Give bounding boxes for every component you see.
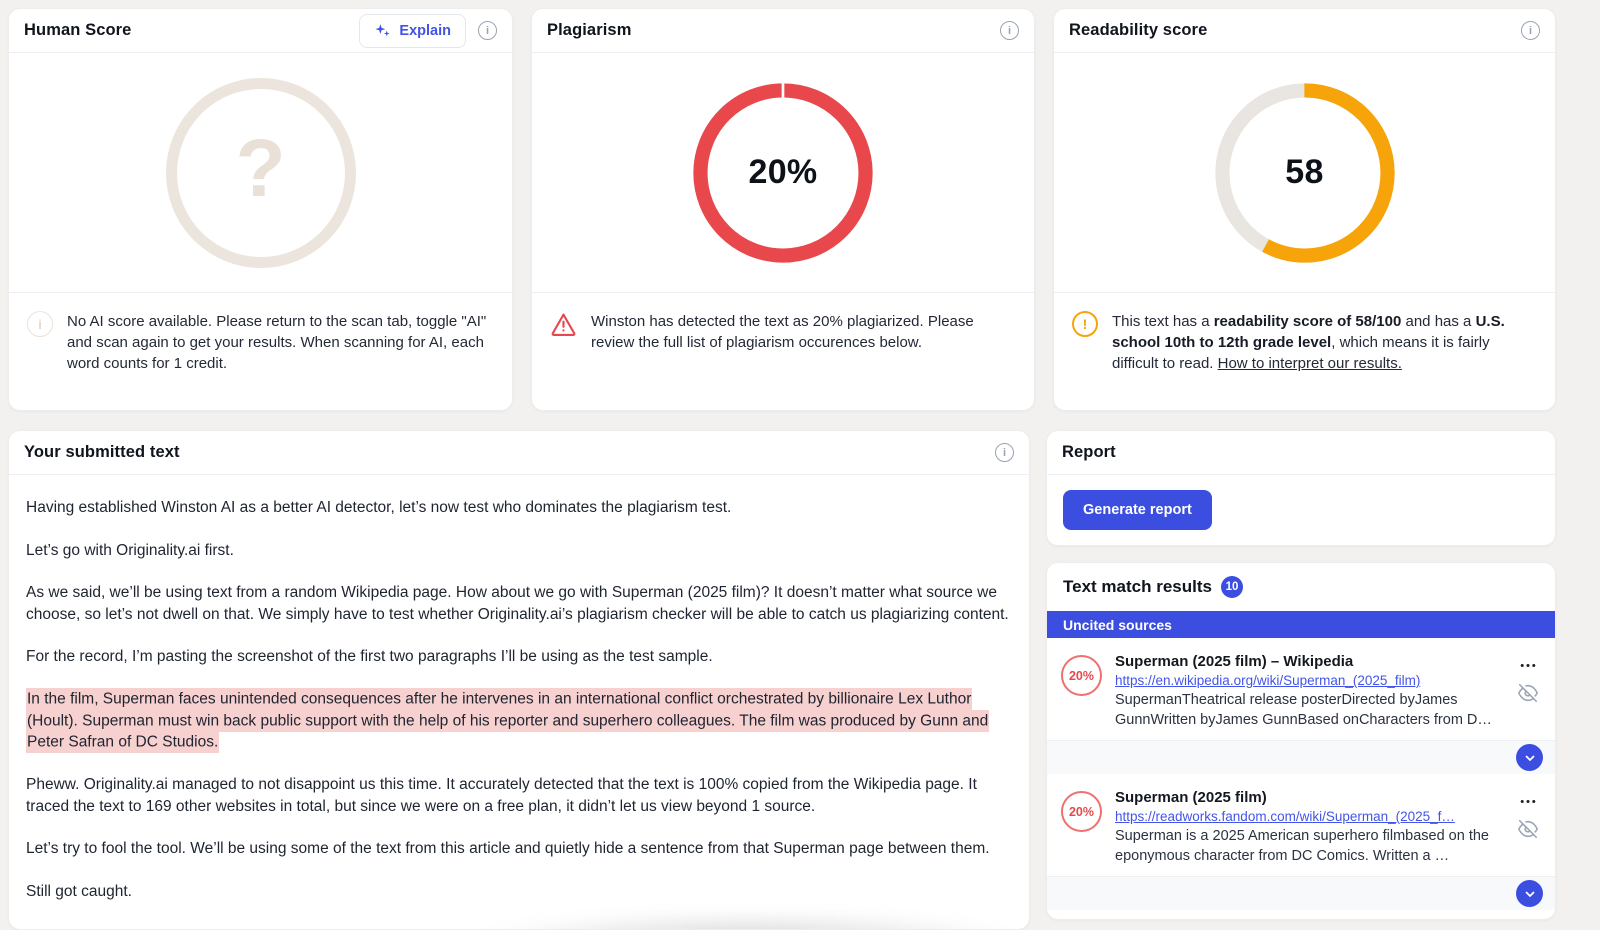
source-title: Superman (2025 film) – Wikipedia bbox=[1115, 653, 1354, 670]
human-score-card: Human Score Explain i ? i No AI score av… bbox=[8, 8, 513, 411]
generate-report-button[interactable]: Generate report bbox=[1063, 490, 1212, 530]
explain-button-label: Explain bbox=[399, 22, 451, 39]
ellipsis-icon[interactable] bbox=[1520, 791, 1536, 809]
submitted-paragraphs: Having established Winston AI as a bette… bbox=[9, 475, 1029, 902]
plagiarism-note: Winston has detected the text as 20% pla… bbox=[591, 313, 974, 351]
match-count-badge: 10 bbox=[1220, 576, 1243, 598]
match-percent-badge: 20% bbox=[1061, 791, 1102, 832]
submitted-text-card: Your submitted text i Having established… bbox=[8, 430, 1030, 930]
submitted-paragraph: Pheww. Originality.ai managed to not dis… bbox=[26, 776, 977, 815]
expand-source-button[interactable] bbox=[1516, 744, 1543, 771]
report-title: Report bbox=[1062, 443, 1116, 461]
uncited-sources-bar: Uncited sources bbox=[1047, 611, 1555, 638]
source-item: 20% Superman (2025 film) https://readwor… bbox=[1047, 774, 1555, 910]
source-url-link[interactable]: https://en.wikipedia.org/wiki/Superman_(… bbox=[1115, 673, 1421, 688]
submitted-text-title: Your submitted text bbox=[24, 443, 180, 461]
submitted-paragraph: Let’s go with Originality.ai first. bbox=[26, 541, 234, 559]
ellipsis-icon[interactable] bbox=[1520, 655, 1536, 673]
eye-off-icon[interactable] bbox=[1517, 682, 1539, 709]
chevron-down-icon bbox=[1523, 751, 1537, 765]
plagiarism-card: Plagiarism i 20% Winston has detected th… bbox=[531, 8, 1035, 411]
human-score-note: No AI score available. Please return to … bbox=[67, 313, 487, 372]
source-snippet: Superman is a 2025 American superhero fi… bbox=[1115, 828, 1489, 864]
plagiarism-percent: 20% bbox=[748, 153, 818, 191]
readability-donut: 58 bbox=[1209, 77, 1401, 269]
info-icon[interactable]: i bbox=[1000, 21, 1019, 40]
plagiarism-donut: 20% bbox=[687, 77, 879, 269]
match-percent-badge: 20% bbox=[1061, 655, 1102, 696]
submitted-paragraph: For the record, I’m pasting the screensh… bbox=[26, 648, 713, 665]
source-url-link[interactable]: https://readworks.fandom.com/wiki/Superm… bbox=[1115, 809, 1455, 824]
expand-source-button[interactable] bbox=[1516, 880, 1543, 907]
chevron-down-icon bbox=[1523, 887, 1537, 901]
submitted-paragraph: Having established Winston AI as a bette… bbox=[26, 499, 732, 516]
human-score-title: Human Score bbox=[24, 21, 132, 39]
eye-off-icon[interactable] bbox=[1517, 818, 1539, 845]
human-score-placeholder-ring: ? bbox=[165, 77, 356, 268]
plagiarism-title: Plagiarism bbox=[547, 21, 632, 39]
warning-triangle-icon bbox=[550, 311, 577, 343]
submitted-paragraph: In the film, Superman faces unintended c… bbox=[26, 688, 1011, 753]
sparkles-icon bbox=[374, 22, 391, 39]
report-card: Report Generate report bbox=[1046, 430, 1556, 546]
source-item: 20% Superman (2025 film) – Wikipedia htt… bbox=[1047, 638, 1555, 774]
text-match-card: Text match results 10 Uncited sources 20… bbox=[1046, 562, 1556, 920]
interpret-results-link[interactable]: How to interpret our results. bbox=[1217, 355, 1402, 372]
submitted-paragraph: Let’s try to fool the tool. We’ll be usi… bbox=[26, 840, 990, 857]
source-title: Superman (2025 film) bbox=[1115, 789, 1267, 806]
text-match-title: Text match results bbox=[1063, 577, 1212, 596]
readability-score-value: 58 bbox=[1285, 153, 1324, 191]
readability-title: Readability score bbox=[1069, 21, 1208, 39]
explain-button[interactable]: Explain bbox=[359, 13, 466, 48]
submitted-paragraph: As we said, we’ll be using text from a r… bbox=[26, 584, 1009, 623]
alert-circle-icon: ! bbox=[1072, 311, 1098, 337]
readability-card: Readability score i 58 ! This text has a… bbox=[1053, 8, 1556, 411]
question-mark: ? bbox=[235, 122, 286, 214]
info-icon[interactable]: i bbox=[478, 21, 497, 40]
source-snippet: SupermanTheatrical release posterDirecte… bbox=[1115, 692, 1492, 728]
info-icon: i bbox=[27, 311, 53, 337]
info-icon[interactable]: i bbox=[1521, 21, 1540, 40]
submitted-paragraph: Still got caught. bbox=[26, 882, 132, 900]
readability-note: This text has a readability score of 58/… bbox=[1112, 313, 1505, 372]
info-icon[interactable]: i bbox=[995, 443, 1014, 462]
source-list: 20% Superman (2025 film) – Wikipedia htt… bbox=[1047, 638, 1555, 910]
